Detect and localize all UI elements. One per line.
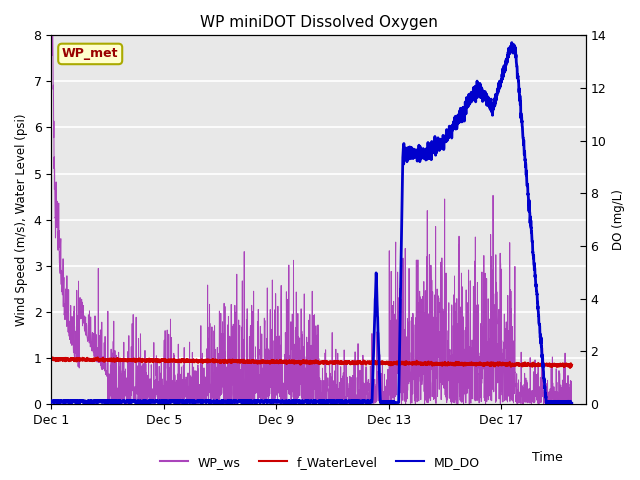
Title: WP miniDOT Dissolved Oxygen: WP miniDOT Dissolved Oxygen — [200, 15, 437, 30]
Y-axis label: DO (mg/L): DO (mg/L) — [612, 189, 625, 250]
Text: WP_met: WP_met — [62, 48, 118, 60]
Text: Time: Time — [532, 451, 563, 464]
Y-axis label: Wind Speed (m/s), Water Level (psi): Wind Speed (m/s), Water Level (psi) — [15, 113, 28, 326]
Legend: WP_ws, f_WaterLevel, MD_DO: WP_ws, f_WaterLevel, MD_DO — [155, 451, 485, 474]
